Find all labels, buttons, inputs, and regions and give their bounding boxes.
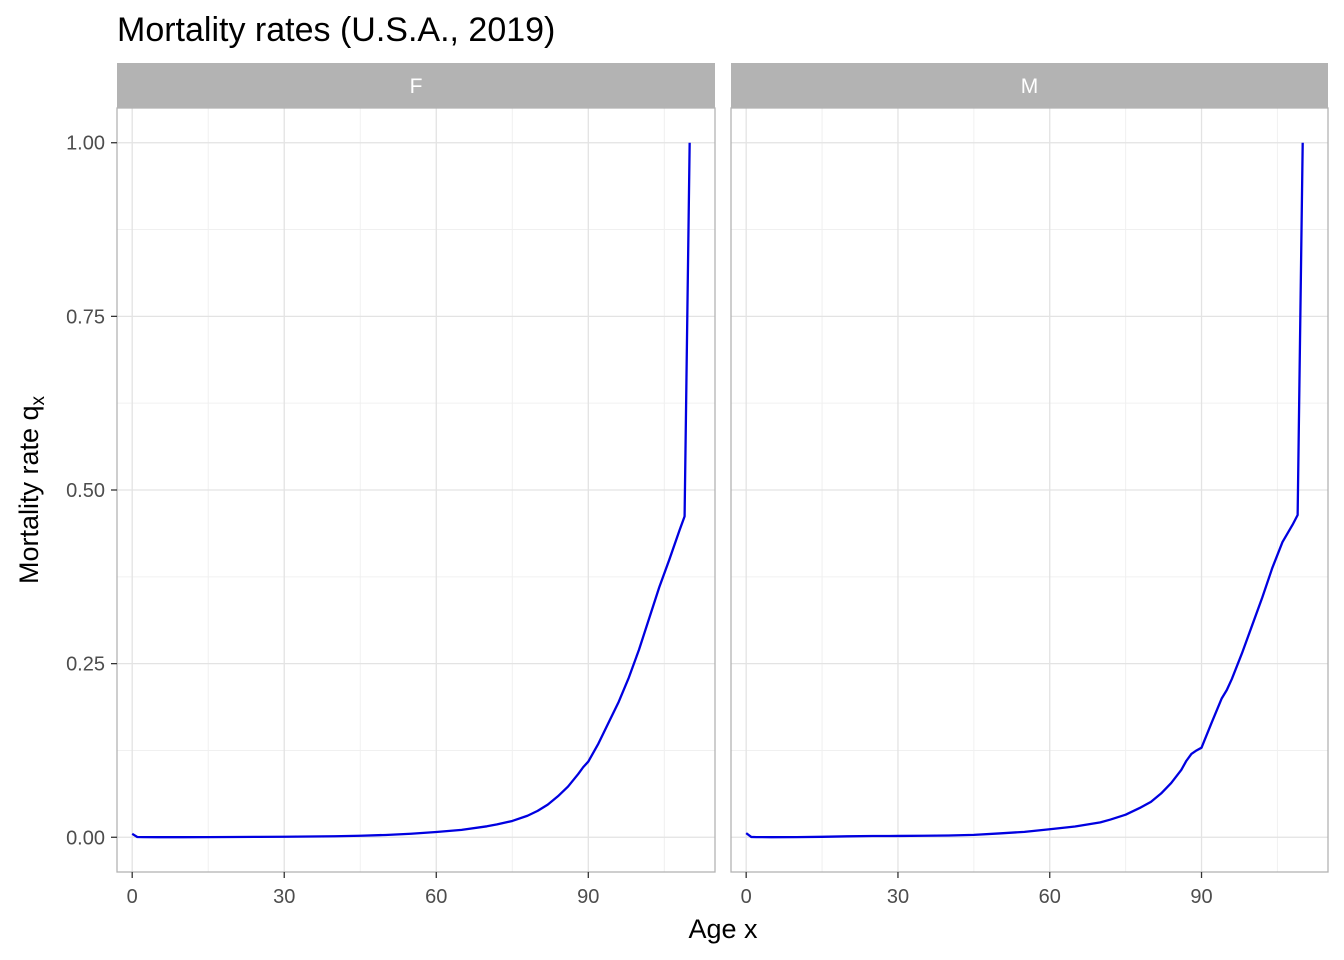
panel-border	[730, 107, 1329, 873]
mortality-line	[131, 142, 691, 839]
y-axis-title-main: Mortality rate q	[14, 405, 44, 584]
facet-strip-label: M	[1021, 75, 1039, 98]
x-tick-label: 0	[127, 886, 138, 908]
x-tick-label: 30	[887, 886, 909, 908]
y-tick-label: 0.50	[66, 480, 105, 502]
panel-female: F 0 30 60 90 0.00 0.25 0.50 0.75 1.00	[66, 63, 716, 908]
x-tick-label: 90	[577, 886, 599, 908]
x-tick-label: 0	[741, 886, 752, 908]
facet-strip-label: F	[410, 75, 423, 98]
x-tick-label: 90	[1190, 886, 1212, 908]
x-tick-label: 60	[1039, 886, 1061, 908]
y-axis-title: Mortality rate qx	[14, 395, 49, 584]
x-axis-title: Age x	[688, 914, 758, 944]
facet-strip	[731, 63, 1328, 108]
mortality-line	[745, 142, 1304, 839]
y-axis-title-subscript: x	[28, 395, 49, 405]
panel-male: M 0 30 60 90	[730, 63, 1329, 908]
facet-strip	[117, 63, 715, 108]
x-tick-label: 30	[273, 886, 295, 908]
y-tick-label: 0.25	[66, 654, 105, 676]
y-tick-label: 0.00	[66, 827, 105, 849]
y-tick-label: 1.00	[66, 133, 105, 155]
y-tick-label: 0.75	[66, 306, 105, 328]
x-tick-label: 60	[425, 886, 447, 908]
chart-title: Mortality rates (U.S.A., 2019)	[117, 11, 555, 49]
